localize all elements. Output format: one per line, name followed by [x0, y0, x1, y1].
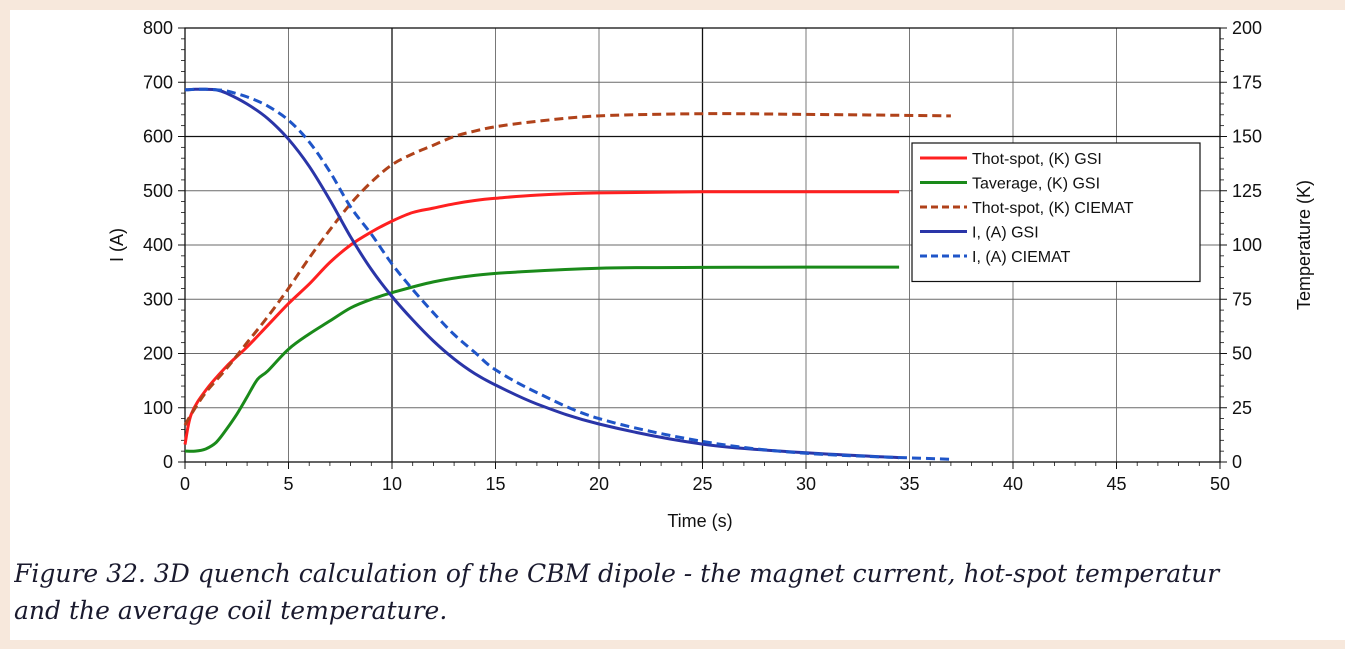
y-right-tick-label: 50	[1232, 344, 1252, 364]
legend-label: I, (A) CIEMAT	[972, 249, 1071, 266]
x-tick-label: 5	[283, 474, 293, 494]
axis-titles: Time (s) I (A) Temperature (K)	[107, 180, 1314, 531]
y-right-tick-label: 25	[1232, 398, 1252, 418]
x-tick-label: 10	[382, 474, 402, 494]
y-right-tick-label: 200	[1232, 18, 1262, 38]
legend-label: I, (A) GSI	[972, 225, 1039, 242]
y-left-tick-label: 100	[143, 398, 173, 418]
y-left-tick-label: 600	[143, 127, 173, 147]
x-tick-label: 0	[180, 474, 190, 494]
y-axis-left-title: I (A)	[107, 228, 127, 262]
x-tick-label: 40	[1003, 474, 1023, 494]
y-right-tick-label: 175	[1232, 72, 1262, 92]
legend-box	[911, 142, 1201, 283]
y-left-tick-label: 400	[143, 235, 173, 255]
x-tick-label: 35	[899, 474, 919, 494]
quench-chart: 0 5 10 15 20 25 30 35 40 45 5001002003004005006007…	[107, 18, 1314, 531]
caption-line-2: and the average coil temperature.	[14, 596, 448, 625]
left-border-stripe	[0, 0, 10, 649]
series-line-thot-spot-k-ciemat	[183, 112, 951, 426]
y-right-tick-label: 75	[1232, 289, 1252, 309]
y-right-tick-label: 100	[1232, 235, 1262, 255]
x-tick-label: 20	[589, 474, 609, 494]
legend: Thot-spot, (K) GSI Taverage, (K) GSI Thot-…	[911, 142, 1201, 283]
y-left-tick-label: 700	[143, 72, 173, 92]
legend-label: Thot-spot, (K) CIEMAT	[972, 200, 1134, 217]
y-left-tick-label: 0	[163, 452, 173, 472]
x-tick-label: 30	[796, 474, 816, 494]
x-tick-label: 50	[1210, 474, 1230, 494]
y-right-tick-label: 125	[1232, 181, 1262, 201]
legend-label: Taverage, (K) GSI	[972, 176, 1100, 193]
x-tick-label: 25	[692, 474, 712, 494]
legend-label: Thot-spot, (K) GSI	[972, 151, 1102, 168]
bottom-border-stripe	[0, 640, 1345, 649]
y-right-tick-label: 0	[1232, 452, 1242, 472]
x-tick-label: 45	[1106, 474, 1126, 494]
series-layer	[183, 87, 951, 461]
y-left-tick-label: 300	[143, 289, 173, 309]
series-line-i-a-gsi	[184, 87, 900, 460]
series-line-i-a-ciemat	[184, 87, 951, 461]
x-axis-title: Time (s)	[667, 511, 732, 531]
series-line-taverage-k-gsi	[184, 265, 900, 453]
y-left-tick-label: 200	[143, 344, 173, 364]
top-border-stripe	[0, 0, 1345, 10]
figure-caption: Figure 32. 3D quench calculation of the …	[14, 555, 1344, 629]
y-left-tick-label: 800	[143, 18, 173, 38]
y-right-tick-label: 150	[1232, 127, 1262, 147]
caption-line-1: Figure 32. 3D quench calculation of the …	[14, 559, 1220, 588]
x-tick-label: 15	[485, 474, 505, 494]
y-left-tick-label: 500	[143, 181, 173, 201]
axis-ticks: 0 5 10 15 20 25 30 35 40 45 5001002003004005006007…	[143, 18, 1262, 494]
y-axis-right-title: Temperature (K)	[1294, 180, 1314, 310]
